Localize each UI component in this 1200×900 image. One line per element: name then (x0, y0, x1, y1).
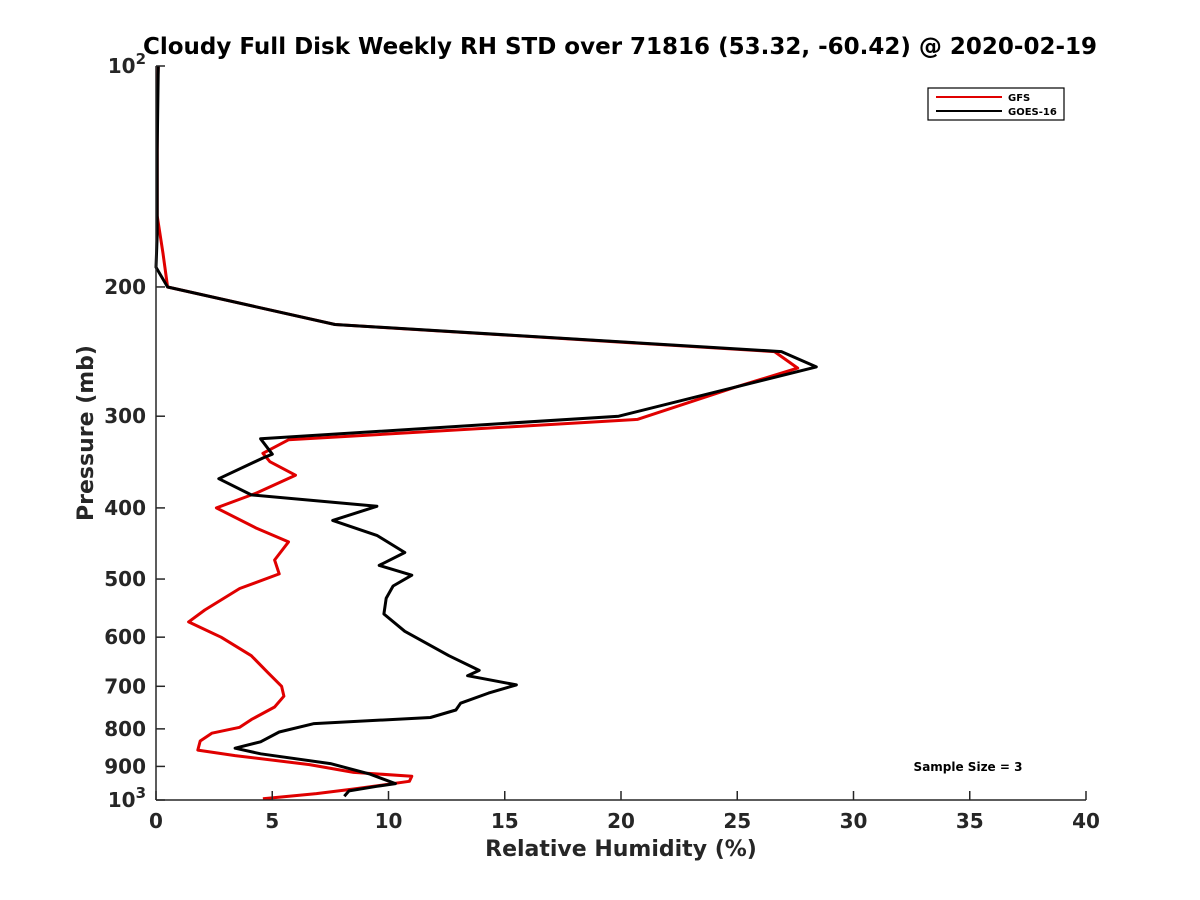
y-tick-label: 400 (104, 496, 146, 520)
series-line-goes16 (154, 65, 818, 798)
x-tick-label: 15 (491, 809, 519, 833)
y-tick-label: 800 (104, 717, 146, 741)
y-tick-label: 500 (104, 567, 146, 591)
x-tick-label: 10 (375, 809, 403, 833)
y-tick-label: 200 (104, 275, 146, 299)
y-axis-label: Pressure (mb) (74, 345, 99, 521)
y-tick-label: 102 (108, 50, 146, 78)
x-tick-label: 25 (723, 809, 751, 833)
legend-box (927, 87, 1065, 121)
y-tick-label: 600 (104, 625, 146, 649)
x-tick-label: 35 (956, 809, 984, 833)
x-tick-label: 40 (1072, 809, 1100, 833)
series-layer (154, 65, 818, 801)
legend: GFS GOES-16 (927, 87, 1065, 121)
x-tick-label: 20 (607, 809, 635, 833)
y-tick-label: 300 (104, 404, 146, 428)
x-tick-label: 0 (149, 809, 163, 833)
chart-title: Cloudy Full Disk Weekly RH STD over 7181… (143, 34, 1097, 60)
y-tick-label: 900 (104, 754, 146, 778)
y-tick-label: 700 (104, 674, 146, 698)
y-tick-label: 103 (108, 784, 146, 812)
x-axis-label: Relative Humidity (%) (485, 837, 757, 862)
legend-label-gfs: GFS (1008, 93, 1030, 104)
x-tick-label: 30 (840, 809, 868, 833)
x-tick-label: 5 (265, 809, 279, 833)
legend-label-goes16: GOES-16 (1008, 107, 1057, 118)
axes-layer: 0 5 10 15 20 25 30 35 40 102 200 300 400 500 600 700 800… (104, 50, 1100, 833)
sample-size-annotation: Sample Size = 3 (914, 760, 1023, 774)
